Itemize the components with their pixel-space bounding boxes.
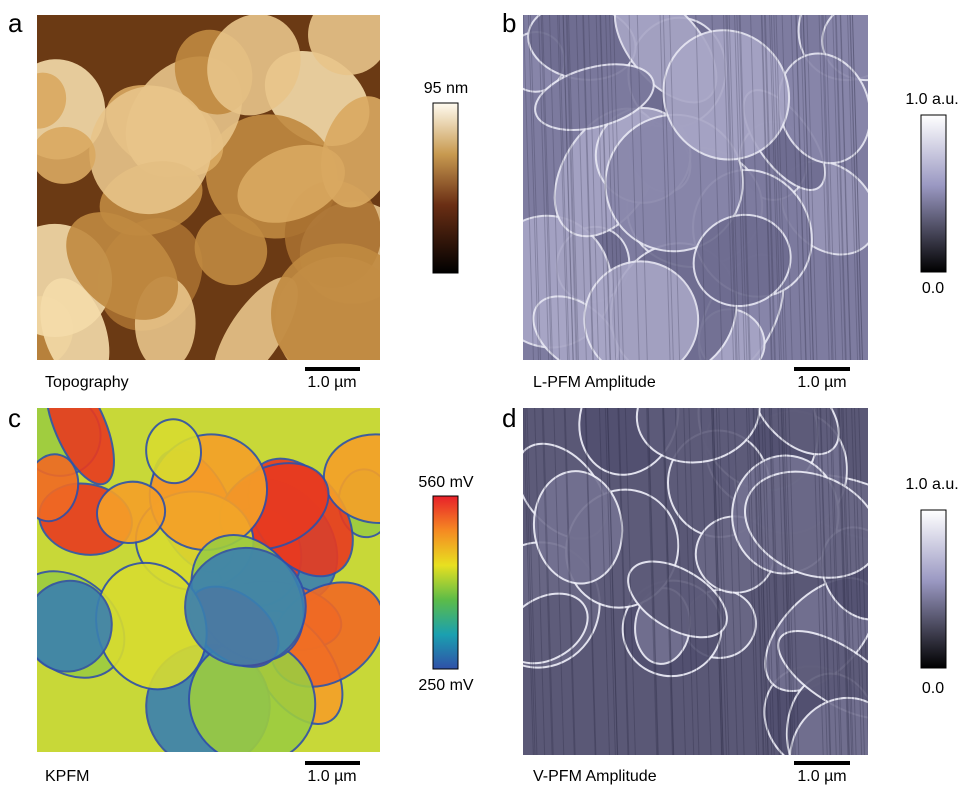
colorbar-max: 1.0 a.u.	[905, 476, 958, 493]
colorbar-max: 1.0 a.u.	[905, 91, 958, 108]
colorbar	[433, 103, 458, 273]
colorbar	[921, 510, 946, 668]
scale-bar-label: 1.0 µm	[797, 374, 846, 391]
texture	[184, 546, 307, 667]
colorbar-min: 250 mV	[418, 677, 473, 694]
colorbar-min: 0.0	[922, 680, 944, 697]
colorbar-max: 560 mV	[418, 474, 473, 491]
scale-bar-label: 1.0 µm	[307, 374, 356, 391]
caption: V-PFM Amplitude	[533, 768, 657, 785]
caption: L-PFM Amplitude	[533, 374, 656, 391]
caption: Topography	[45, 374, 129, 391]
colorbar	[921, 115, 946, 272]
panel-label: d	[502, 403, 516, 433]
panel-label: c	[8, 403, 21, 433]
scale-bar-label: 1.0 µm	[307, 768, 356, 785]
colorbar-min: 0.0	[922, 280, 944, 297]
panel-label: b	[502, 8, 516, 38]
figure: a 95 nm Topography 1.0 µm b 1.0 a.u. 0.0…	[0, 0, 969, 790]
scale-bar-label: 1.0 µm	[797, 768, 846, 785]
panel-label: a	[8, 8, 23, 38]
colorbar	[433, 496, 458, 669]
colorbar-max: 95 nm	[424, 80, 468, 97]
caption: KPFM	[45, 768, 89, 785]
